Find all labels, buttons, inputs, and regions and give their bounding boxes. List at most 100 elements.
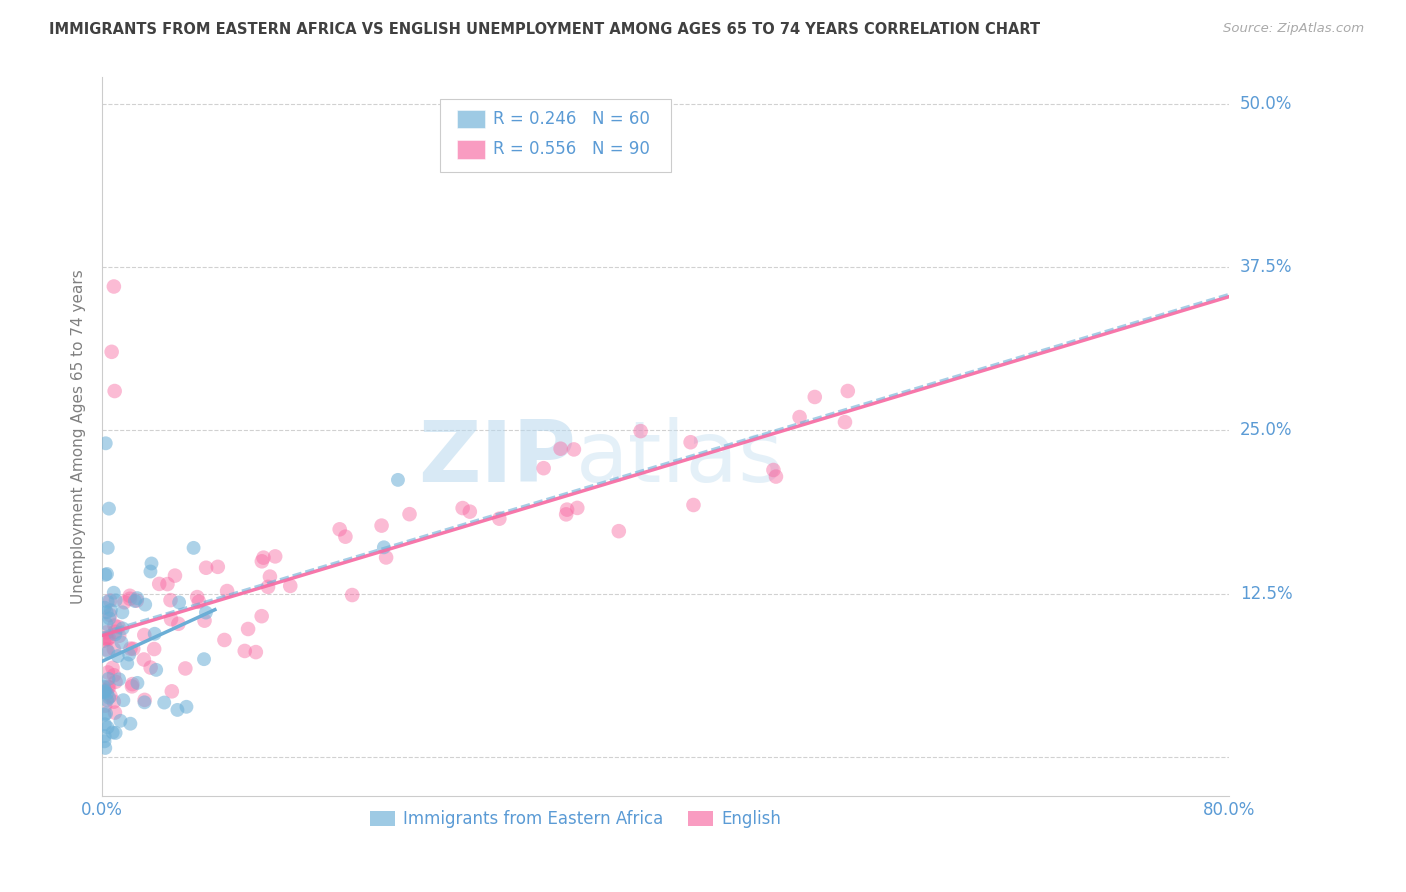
Point bbox=[98, 681, 121, 695]
Point bbox=[104, 726, 127, 740]
Point bbox=[153, 696, 176, 710]
Point bbox=[329, 522, 352, 536]
Point bbox=[176, 699, 198, 714]
Point bbox=[104, 593, 127, 607]
Point bbox=[145, 663, 167, 677]
Point bbox=[174, 661, 197, 675]
Point bbox=[96, 693, 118, 707]
Point bbox=[97, 632, 120, 646]
Point bbox=[252, 550, 274, 565]
Point bbox=[278, 579, 301, 593]
Point bbox=[187, 595, 209, 609]
Point bbox=[370, 518, 392, 533]
Point bbox=[97, 665, 120, 680]
Point bbox=[93, 707, 115, 722]
Point bbox=[103, 642, 125, 657]
Point bbox=[141, 557, 163, 571]
Point bbox=[167, 616, 190, 631]
Text: N = 60: N = 60 bbox=[592, 110, 650, 128]
Point bbox=[335, 530, 357, 544]
Text: R = 0.246: R = 0.246 bbox=[494, 110, 576, 128]
Point bbox=[194, 606, 217, 620]
Point bbox=[96, 566, 118, 581]
Point bbox=[103, 618, 125, 632]
Point bbox=[94, 706, 117, 721]
Point bbox=[96, 616, 118, 631]
Point bbox=[94, 685, 117, 699]
Point bbox=[250, 554, 273, 568]
Point bbox=[837, 384, 859, 398]
Point bbox=[195, 560, 218, 574]
Point bbox=[789, 410, 811, 425]
Point bbox=[183, 541, 205, 555]
Point bbox=[100, 344, 122, 359]
Point bbox=[121, 679, 143, 693]
Point bbox=[108, 673, 131, 687]
Point bbox=[148, 577, 170, 591]
Point bbox=[803, 390, 825, 404]
Point bbox=[340, 588, 363, 602]
Point bbox=[108, 629, 131, 643]
Point bbox=[93, 729, 115, 743]
Point bbox=[120, 641, 142, 656]
Text: IMMIGRANTS FROM EASTERN AFRICA VS ENGLISH UNEMPLOYMENT AMONG AGES 65 TO 74 YEARS: IMMIGRANTS FROM EASTERN AFRICA VS ENGLIS… bbox=[49, 22, 1040, 37]
Point bbox=[100, 603, 122, 617]
Point bbox=[630, 424, 652, 438]
Point bbox=[127, 676, 149, 690]
Point bbox=[104, 384, 127, 398]
Point bbox=[193, 652, 215, 666]
Point bbox=[236, 622, 259, 636]
Point bbox=[94, 436, 117, 450]
FancyBboxPatch shape bbox=[457, 110, 485, 128]
Point bbox=[98, 690, 121, 705]
Point bbox=[533, 461, 555, 475]
Point bbox=[134, 693, 156, 707]
FancyBboxPatch shape bbox=[440, 99, 671, 172]
Point bbox=[103, 695, 125, 709]
Point bbox=[110, 635, 132, 649]
Point bbox=[207, 559, 229, 574]
Point bbox=[139, 565, 162, 579]
Point bbox=[373, 541, 395, 555]
Point bbox=[93, 684, 115, 698]
Point bbox=[122, 641, 145, 656]
Point bbox=[98, 608, 121, 623]
Point bbox=[567, 500, 589, 515]
Point bbox=[104, 624, 127, 639]
Point bbox=[107, 620, 129, 634]
Point bbox=[97, 672, 120, 686]
Point bbox=[111, 621, 134, 635]
Point bbox=[233, 644, 256, 658]
Point bbox=[124, 594, 146, 608]
Point bbox=[103, 668, 125, 682]
Point bbox=[97, 631, 120, 645]
Legend: Immigrants from Eastern Africa, English: Immigrants from Eastern Africa, English bbox=[363, 803, 787, 835]
Point bbox=[96, 605, 118, 619]
Point bbox=[134, 695, 156, 709]
Y-axis label: Unemployment Among Ages 65 to 74 years: Unemployment Among Ages 65 to 74 years bbox=[72, 269, 86, 604]
Point bbox=[98, 593, 121, 607]
Point bbox=[679, 435, 702, 450]
Point bbox=[110, 714, 132, 728]
Point bbox=[245, 645, 267, 659]
Point bbox=[375, 550, 398, 565]
Point bbox=[143, 642, 166, 657]
Point bbox=[120, 716, 142, 731]
Point bbox=[112, 693, 135, 707]
FancyBboxPatch shape bbox=[457, 140, 485, 159]
Point bbox=[682, 498, 704, 512]
Point bbox=[257, 580, 280, 594]
Point bbox=[97, 595, 120, 609]
Point bbox=[94, 683, 117, 698]
Point bbox=[458, 505, 481, 519]
Point bbox=[834, 415, 856, 429]
Text: N = 90: N = 90 bbox=[592, 140, 650, 158]
Point bbox=[93, 680, 115, 694]
Point bbox=[139, 660, 162, 674]
Point bbox=[96, 686, 118, 700]
Text: ZIP: ZIP bbox=[418, 417, 575, 500]
Point bbox=[97, 541, 120, 555]
Point bbox=[765, 469, 787, 483]
Text: atlas: atlas bbox=[575, 417, 783, 500]
Point bbox=[103, 586, 125, 600]
